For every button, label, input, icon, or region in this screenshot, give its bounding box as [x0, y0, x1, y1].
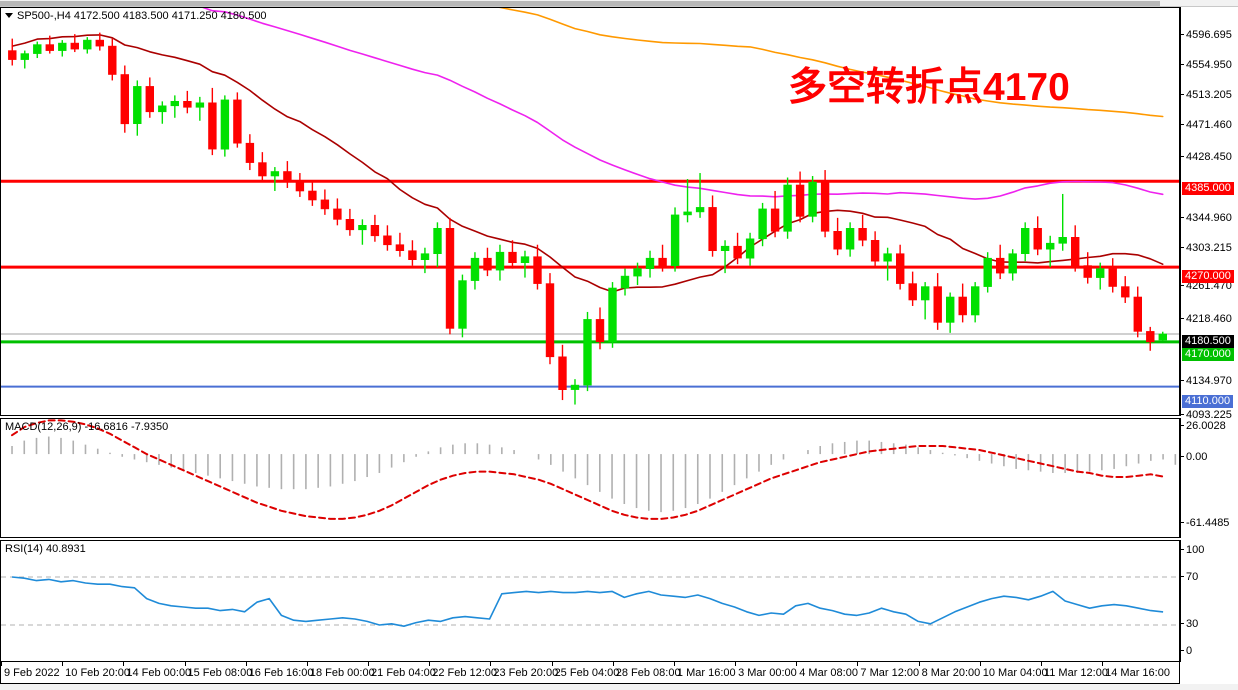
macd-indicator-panel[interactable]: MACD(12,26,9) -16.6816 -7.9350 — [0, 418, 1180, 538]
time-tick-label: 25 Feb 04:00 — [554, 667, 620, 679]
symbol-label[interactable]: SP500-,H4 4172.500 4183.500 4171.250 418… — [5, 10, 267, 23]
price-tick-label: 4218.460 — [1186, 313, 1232, 325]
price-tick: 4218.460 — [1181, 313, 1232, 325]
rsi-tick-label: 0 — [1186, 645, 1193, 657]
time-tick-label: 4 Mar 08:00 — [799, 667, 858, 679]
scrollbar-thumb[interactable] — [0, 1, 1160, 6]
price-tick-label: 4134.970 — [1186, 375, 1232, 387]
time-tick-label: 16 Feb 16:00 — [248, 667, 314, 679]
time-tick-label: 18 Feb 00:00 — [309, 667, 375, 679]
time-tick-label: 28 Feb 08:00 — [615, 667, 681, 679]
rsi-tick: 100 — [1181, 544, 1204, 556]
time-tick-label: 15 Feb 08:00 — [187, 667, 253, 679]
rsi-label: RSI(14) 40.8931 — [5, 543, 86, 555]
chart-annotation-text: 多空转折点4170 — [788, 66, 1070, 109]
time-tick-label: 7 Mar 12:00 — [860, 667, 920, 679]
price-tick: 4344.960 — [1181, 212, 1232, 224]
time-tick-label: 10 Mar 04:00 — [982, 667, 1048, 679]
time-tick-mark — [306, 662, 308, 666]
time-tick-mark — [918, 662, 920, 666]
price-tick: 4428.450 — [1181, 151, 1232, 163]
rsi-plot — [1, 541, 1179, 661]
macd-label: MACD(12,26,9) -16.6816 -7.9350 — [5, 421, 169, 433]
price-tick-label: 4513.205 — [1186, 89, 1232, 101]
time-tick-mark — [796, 662, 798, 666]
time-tick-mark — [551, 662, 553, 666]
time-tick-label: 8 Mar 20:00 — [921, 667, 981, 679]
price-tick-label: 4554.950 — [1186, 59, 1232, 71]
rsi-tick-label: 70 — [1186, 571, 1199, 583]
price-tick: 4134.970 — [1181, 375, 1232, 387]
chevron-down-icon[interactable] — [5, 12, 13, 18]
time-tick-mark — [735, 662, 737, 666]
rsi-tick: 30 — [1181, 618, 1198, 630]
horizontal-scrollbar[interactable] — [0, 0, 1238, 7]
time-tick-label: 3 Mar 00:00 — [738, 667, 797, 679]
time-tick-mark — [245, 662, 247, 666]
price-tick-label: 4428.450 — [1186, 151, 1232, 163]
price-tick-label: 4303.215 — [1186, 242, 1232, 254]
price-level-badge[interactable]: 4170.000 — [1182, 348, 1234, 361]
time-tick-mark — [673, 662, 675, 666]
time-tick-mark — [490, 662, 492, 666]
macd-tick: 0.00 — [1181, 451, 1207, 463]
time-tick-mark — [1, 662, 2, 666]
price-tick-label: 4471.460 — [1186, 119, 1232, 131]
price-tick: 4471.460 — [1181, 119, 1232, 131]
symbol-ohlc-text: SP500-,H4 4172.500 4183.500 4171.250 418… — [17, 10, 267, 22]
price-tick-label: 4261.470 — [1186, 280, 1232, 292]
time-tick-label: 11 Mar 12:00 — [1043, 667, 1108, 679]
macd-tick: -61.4485 — [1181, 517, 1229, 529]
time-tick-label: 21 Feb 04:00 — [371, 667, 436, 679]
time-tick-mark — [368, 662, 370, 666]
price-level-badge[interactable]: 4110.000 — [1182, 395, 1234, 408]
time-tick-label: 14 Feb 00:00 — [126, 667, 192, 679]
time-tick-label: 9 Feb 2022 — [4, 667, 60, 679]
rsi-tick-label: 100 — [1186, 544, 1205, 556]
price-plot — [1, 8, 1179, 415]
price-level-badge[interactable]: 4385.000 — [1182, 182, 1234, 195]
rsi-tick-label: 30 — [1186, 618, 1199, 630]
price-tick: 4261.470 — [1181, 280, 1232, 292]
time-tick-label: 23 Feb 20:00 — [493, 667, 559, 679]
time-axis[interactable]: 9 Feb 2022 10 Feb 20:00 14 Feb 00:00 15 Feb… — [0, 662, 1180, 684]
price-tick: 4554.950 — [1181, 59, 1232, 71]
price-tick: 4303.215 — [1181, 242, 1232, 254]
time-tick-label: 10 Feb 20:00 — [65, 667, 131, 679]
price-tick-label: 4596.695 — [1186, 29, 1232, 41]
time-tick-mark — [123, 662, 125, 666]
price-level-badge[interactable]: 4270.000 — [1182, 270, 1234, 283]
time-tick-mark — [1102, 662, 1104, 666]
time-tick-mark — [1040, 662, 1042, 666]
price-chart-panel[interactable]: SP500-,H4 4172.500 4183.500 4171.250 418… — [0, 7, 1180, 416]
price-tick: 4513.205 — [1181, 89, 1232, 101]
time-tick-label: 14 Mar 16:00 — [1105, 667, 1170, 679]
time-tick-mark — [62, 662, 64, 666]
macd-axis-scale[interactable]: 26.0028 0.00 -61.4485 — [1180, 418, 1238, 538]
macd-tick: 26.0028 — [1181, 420, 1226, 432]
price-tick-label: 4344.960 — [1186, 212, 1232, 224]
time-tick-label: 22 Feb 12:00 — [432, 667, 498, 679]
time-tick-mark — [979, 662, 981, 666]
rsi-indicator-panel[interactable]: RSI(14) 40.8931 — [0, 540, 1180, 662]
time-tick-mark — [429, 662, 431, 666]
rsi-tick: 0 — [1181, 645, 1192, 657]
macd-tick-label: 26.0028 — [1186, 420, 1226, 432]
macd-tick-label: -61.4485 — [1186, 517, 1230, 529]
price-axis-scale[interactable]: 4596.695 4554.950 4513.205 4471.460 4428.450… — [1180, 7, 1238, 421]
rsi-axis-scale[interactable]: 100 70 30 0 — [1180, 540, 1238, 662]
price-tick: 4596.695 — [1181, 29, 1232, 41]
macd-plot — [1, 419, 1179, 537]
bottom-strip — [0, 684, 1238, 690]
time-tick-mark — [857, 662, 859, 666]
price-level-badge[interactable]: 4180.500 — [1182, 335, 1234, 348]
macd-tick-label: 0.00 — [1186, 451, 1208, 463]
time-tick-label: 1 Mar 16:00 — [676, 667, 736, 679]
rsi-tick: 70 — [1181, 571, 1198, 583]
time-tick-mark — [612, 662, 614, 666]
time-tick-mark — [184, 662, 186, 666]
